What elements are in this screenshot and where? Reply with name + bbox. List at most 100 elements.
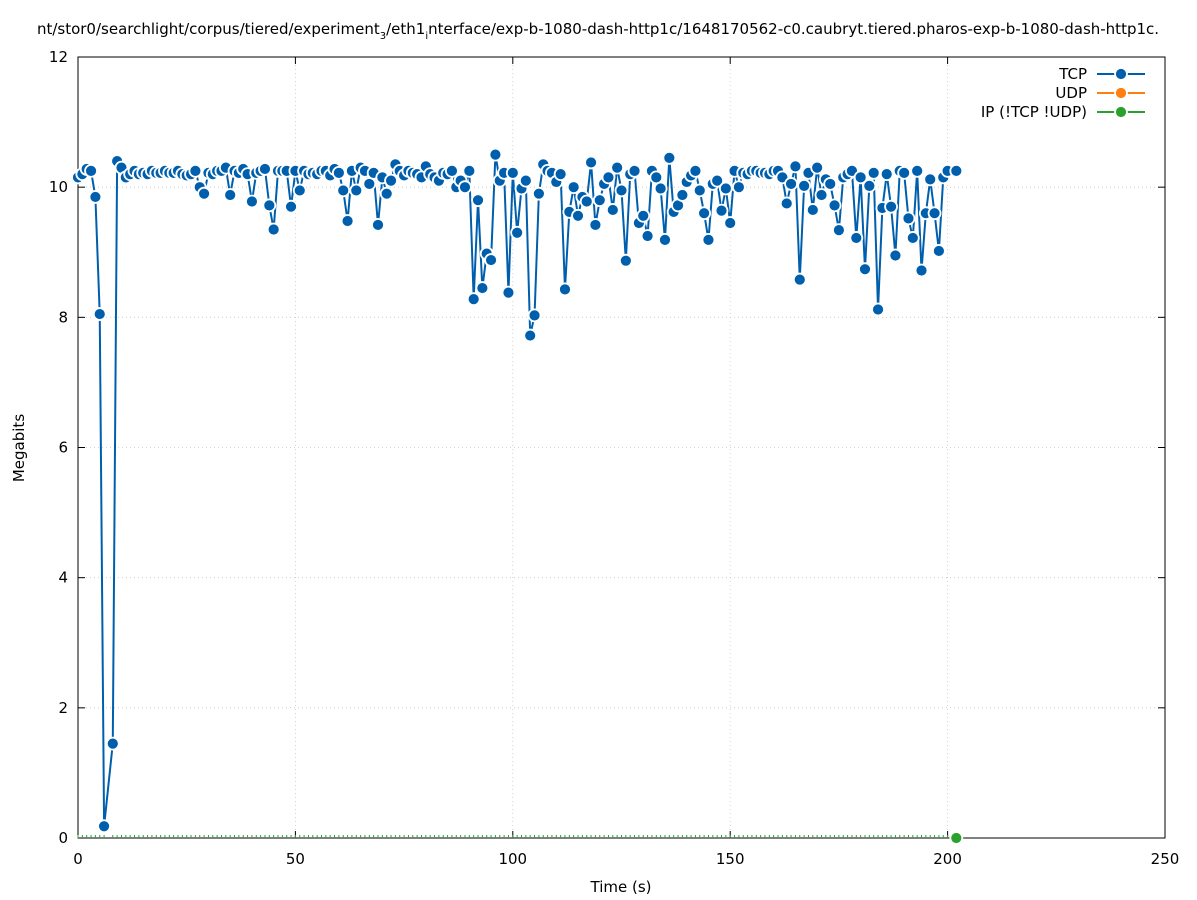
x-tick-label: 50 xyxy=(286,850,305,868)
data-point xyxy=(484,253,498,267)
data-point xyxy=(458,180,472,195)
y-tick-label: 2 xyxy=(58,699,68,717)
x-axis-label: Time (s) xyxy=(590,878,652,896)
data-point xyxy=(284,199,298,214)
data-point xyxy=(618,253,633,268)
data-point xyxy=(714,203,729,218)
y-tick-label: 8 xyxy=(58,308,68,326)
legend-marker xyxy=(1114,105,1128,119)
x-tick-label: 250 xyxy=(1151,850,1180,868)
data-point xyxy=(858,262,872,277)
data-point xyxy=(197,186,211,201)
data-point xyxy=(471,193,485,208)
data-point xyxy=(331,165,346,180)
data-point xyxy=(488,147,503,162)
data-point xyxy=(701,232,716,247)
chart-title-suffix: nterface/exp-b-1080-dash-http1c/16481705… xyxy=(428,20,1159,38)
data-point xyxy=(688,163,703,178)
data-point xyxy=(384,173,398,188)
data-point xyxy=(349,183,364,198)
y-tick-label: 12 xyxy=(49,48,68,66)
legend-marker xyxy=(1114,86,1128,100)
legend-entry: UDP xyxy=(1055,84,1145,102)
data-point xyxy=(905,231,920,245)
data-point xyxy=(614,183,629,198)
y-tick-label: 6 xyxy=(58,439,68,457)
legend-label: TCP xyxy=(1058,65,1087,83)
data-point xyxy=(262,198,277,213)
data-point xyxy=(592,193,607,208)
data-point xyxy=(810,160,825,175)
data-point xyxy=(814,188,829,202)
data-point xyxy=(949,831,964,845)
data-point xyxy=(527,308,542,323)
data-point xyxy=(779,196,794,211)
data-point xyxy=(827,198,842,213)
data-point xyxy=(566,180,581,195)
data-point xyxy=(849,231,864,245)
data-point xyxy=(662,150,677,165)
data-point xyxy=(627,163,642,178)
data-point xyxy=(901,211,916,226)
data-point xyxy=(105,736,120,751)
data-point xyxy=(910,163,925,178)
data-point xyxy=(675,188,690,202)
y-tick-label: 4 xyxy=(58,569,68,587)
data-point xyxy=(658,232,672,247)
data-point xyxy=(531,186,546,201)
data-point xyxy=(731,180,746,195)
data-point xyxy=(797,178,812,193)
data-point xyxy=(501,285,516,300)
data-point xyxy=(258,162,272,176)
data-point xyxy=(84,163,98,178)
x-tick-label: 100 xyxy=(498,850,527,868)
data-point xyxy=(579,194,594,209)
data-point xyxy=(914,263,929,278)
data-point xyxy=(510,225,525,240)
data-point xyxy=(871,302,885,317)
data-point xyxy=(823,177,838,191)
data-point xyxy=(462,163,477,178)
chart-title-sub1: 3 xyxy=(380,31,386,42)
data-point xyxy=(553,167,568,182)
legend-marker xyxy=(1114,67,1128,81)
data-point xyxy=(710,173,725,188)
data-point xyxy=(523,328,538,343)
data-point xyxy=(518,173,533,188)
data-point xyxy=(505,165,520,180)
data-point xyxy=(292,183,307,198)
data-point xyxy=(932,244,946,258)
data-point xyxy=(445,163,459,178)
data-point xyxy=(340,214,355,228)
legend-entry: TCP xyxy=(1058,65,1145,83)
data-point xyxy=(692,183,707,198)
data-point xyxy=(866,165,881,180)
data-point xyxy=(371,218,385,232)
data-point xyxy=(884,199,898,214)
ip-series-ticks xyxy=(77,835,957,838)
data-point xyxy=(718,181,733,196)
x-tick-label: 200 xyxy=(933,850,962,868)
x-tick-label: 150 xyxy=(716,850,745,868)
data-point xyxy=(605,203,620,217)
data-point xyxy=(805,203,820,217)
data-point xyxy=(927,206,942,221)
legend-label: UDP xyxy=(1055,84,1087,102)
axis-ticks: 0 50 100 150 200 250 0 2 4 6 8 10 12 xyxy=(49,48,1179,868)
data-point xyxy=(245,194,259,209)
data-point xyxy=(788,159,803,174)
data-point xyxy=(610,160,625,175)
data-point xyxy=(475,281,490,295)
y-tick-label: 0 xyxy=(58,829,68,847)
data-point xyxy=(266,222,281,237)
series-tcp xyxy=(71,147,964,834)
data-point xyxy=(888,248,903,263)
data-point xyxy=(571,208,585,223)
data-point xyxy=(223,188,238,202)
legend-entry: IP (!TCP !UDP) xyxy=(981,103,1145,121)
y-tick-label: 10 xyxy=(49,178,68,196)
data-point xyxy=(784,177,798,191)
data-point xyxy=(723,216,738,230)
